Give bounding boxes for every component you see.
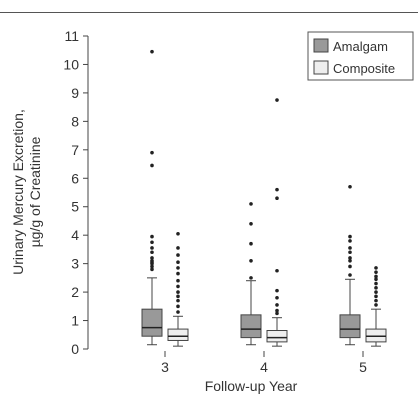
outlier-composite-3-3 <box>176 294 180 299</box>
outlier-composite-3-6 <box>176 278 180 283</box>
y-tick-label-1: 1 <box>71 313 79 329</box>
x-tick-label-5: 5 <box>359 359 367 375</box>
y-tick-label-4: 4 <box>71 227 79 243</box>
outlier-composite-3-5 <box>176 284 180 289</box>
y-axis-label-line2: µg/g of Creatinine <box>27 136 43 247</box>
box-amalgam-5 <box>339 185 361 346</box>
y-tick-label-7: 7 <box>71 142 79 158</box>
outlier-composite-4-3 <box>275 295 279 300</box>
outlier-amalgam-4-0 <box>249 276 253 280</box>
outlier-composite-3-1 <box>176 304 180 309</box>
outlier-composite-3-11 <box>176 246 180 250</box>
outlier-composite-4-0 <box>275 311 279 316</box>
outlier-composite-3-9 <box>176 260 180 265</box>
y-axis: 0 1 2 3 4 5 6 7 8 9 10 11 <box>63 28 89 357</box>
outlier-amalgam-5-1 <box>348 264 352 269</box>
box-amalgam-4 <box>240 202 262 346</box>
outlier-composite-5-0 <box>374 303 378 307</box>
outlier-amalgam-4-3 <box>249 222 253 226</box>
iqr-box-amalgam-4 <box>240 314 262 339</box>
outlier-composite-3-4 <box>176 290 180 294</box>
y-tick-label-0: 0 <box>71 341 79 357</box>
outlier-amalgam-5-6 <box>348 239 352 243</box>
legend-label-composite: Composite <box>333 61 395 76</box>
boxplots <box>141 49 387 347</box>
y-tick-label-11: 11 <box>64 28 79 44</box>
outlier-composite-3-0 <box>176 310 180 314</box>
y-tick-label-10: 10 <box>63 56 79 72</box>
outlier-amalgam-5-3 <box>348 256 352 260</box>
outlier-composite-5-9 <box>374 266 378 270</box>
outlier-composite-3-10 <box>176 253 180 257</box>
outlier-composite-5-2 <box>374 294 378 299</box>
outlier-composite-4-1 <box>275 308 279 313</box>
outlier-amalgam-4-2 <box>249 241 253 246</box>
outlier-amalgam-5-0 <box>348 273 352 277</box>
outlier-amalgam-3-8 <box>150 240 154 245</box>
outlier-composite-3-2 <box>176 298 180 303</box>
iqr-box-amalgam-5 <box>339 314 361 339</box>
iqr-box-amalgam-3 <box>141 308 163 337</box>
y-tick-label-2: 2 <box>71 284 79 300</box>
outlier-composite-4-8 <box>275 98 279 102</box>
box-amalgam-3 <box>141 49 163 346</box>
x-axis: 3 4 5 <box>161 351 367 375</box>
x-axis-label: Follow-up Year <box>205 378 298 394</box>
box-composite-3 <box>167 231 189 347</box>
outlier-composite-4-7 <box>275 187 279 192</box>
outlier-composite-4-4 <box>275 288 279 293</box>
x-tick-label-4: 4 <box>260 359 268 375</box>
outlier-amalgam-3-12 <box>150 49 154 54</box>
outlier-amalgam-3-4 <box>150 258 154 263</box>
outlier-composite-5-4 <box>374 286 378 290</box>
outlier-amalgam-3-11 <box>150 150 154 155</box>
outlier-composite-5-8 <box>374 270 378 274</box>
outlier-amalgam-5-7 <box>348 234 352 239</box>
y-tick-label-3: 3 <box>71 256 79 272</box>
box-composite-5 <box>365 266 387 347</box>
outlier-amalgam-3-7 <box>150 246 154 250</box>
outlier-amalgam-5-4 <box>348 250 352 255</box>
iqr-box-composite-4 <box>266 330 288 343</box>
top-rule <box>0 12 418 13</box>
legend-swatch-amalgam <box>313 38 329 53</box>
outlier-composite-5-6 <box>374 277 378 282</box>
outlier-amalgam-5-2 <box>348 258 352 263</box>
outlier-composite-4-6 <box>275 196 279 200</box>
outlier-composite-4-5 <box>275 268 279 273</box>
outlier-composite-3-8 <box>176 266 180 270</box>
outlier-composite-5-3 <box>374 290 378 294</box>
outlier-amalgam-3-10 <box>150 163 154 168</box>
outlier-composite-5-1 <box>374 298 378 303</box>
y-tick-label-8: 8 <box>71 113 79 129</box>
legend[interactable]: Amalgam Composite <box>307 31 414 81</box>
y-axis-label-line1: Urinary Mercury Excretion, <box>10 109 26 275</box>
outlier-composite-3-7 <box>176 271 180 276</box>
outlier-amalgam-3-6 <box>150 250 154 255</box>
y-tick-label-6: 6 <box>71 170 79 186</box>
outlier-amalgam-3-5 <box>150 256 154 260</box>
y-tick-label-5: 5 <box>71 199 79 215</box>
outlier-amalgam-3-9 <box>150 234 154 239</box>
outlier-composite-3-12 <box>176 231 180 236</box>
outlier-amalgam-5-8 <box>348 185 352 189</box>
outlier-composite-4-2 <box>275 303 279 307</box>
outlier-composite-5-5 <box>374 281 378 286</box>
outlier-amalgam-4-1 <box>249 258 253 263</box>
y-tick-label-9: 9 <box>71 85 79 101</box>
iqr-box-composite-3 <box>167 328 189 341</box>
outlier-amalgam-3-0 <box>150 267 154 272</box>
outlier-amalgam-3-1 <box>150 264 154 269</box>
x-tick-label-3: 3 <box>161 359 169 375</box>
legend-swatch-composite <box>313 60 329 75</box>
legend-label-amalgam: Amalgam <box>333 39 388 54</box>
outlier-amalgam-5-5 <box>348 246 352 250</box>
outlier-amalgam-4-4 <box>249 202 253 206</box>
outlier-composite-5-7 <box>374 274 378 279</box>
box-composite-4 <box>266 98 288 347</box>
